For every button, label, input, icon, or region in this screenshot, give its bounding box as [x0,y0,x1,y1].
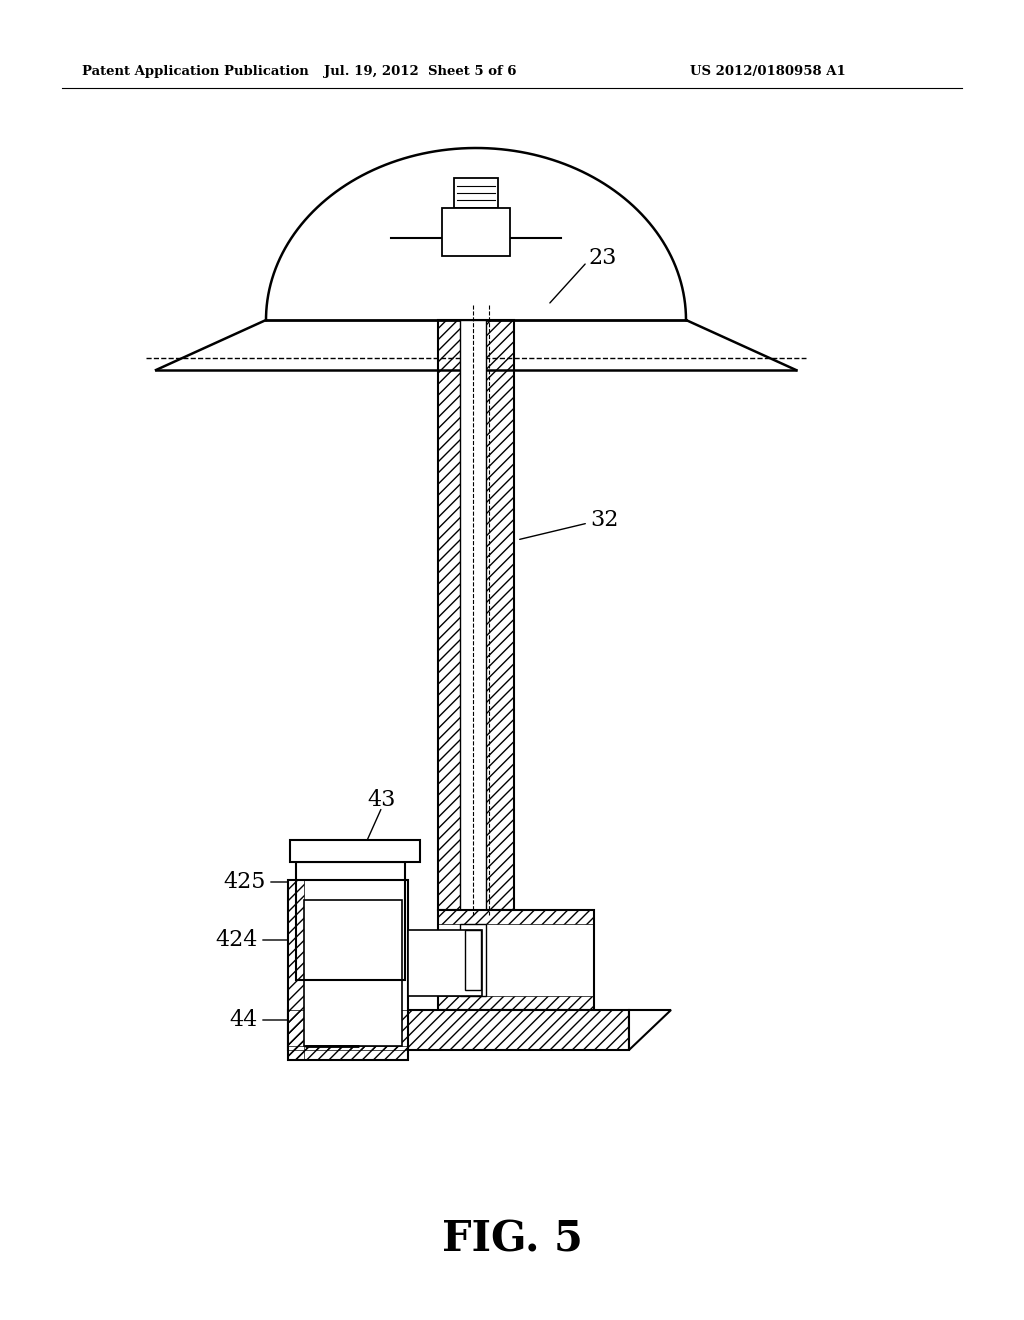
Bar [304,900,402,1045]
Bar [454,178,498,209]
Bar [288,880,304,1060]
Bar [460,924,486,997]
Polygon shape [629,1010,671,1049]
Bar [288,1010,629,1049]
Bar [486,319,514,909]
Text: US 2012/0180958 A1: US 2012/0180958 A1 [690,66,846,78]
Bar [438,319,460,909]
Text: 23: 23 [588,247,616,269]
Bar [438,997,594,1010]
Bar [296,862,406,979]
Bar [408,931,482,997]
Bar [460,319,486,909]
Bar [288,880,408,1060]
Bar [438,319,514,909]
Text: 43: 43 [368,789,396,810]
Text: 32: 32 [590,510,618,531]
Bar [288,1010,629,1049]
Bar [442,209,510,256]
Bar [290,840,420,862]
Text: Jul. 19, 2012  Sheet 5 of 6: Jul. 19, 2012 Sheet 5 of 6 [324,66,516,78]
Text: FIG. 5: FIG. 5 [441,1218,583,1261]
Bar [288,1045,408,1060]
Bar [438,909,594,1010]
Bar [438,909,594,924]
Text: 424: 424 [216,929,258,950]
Bar [465,931,481,990]
Text: Patent Application Publication: Patent Application Publication [82,66,309,78]
Text: 425: 425 [223,871,266,894]
Text: 44: 44 [229,1008,258,1031]
